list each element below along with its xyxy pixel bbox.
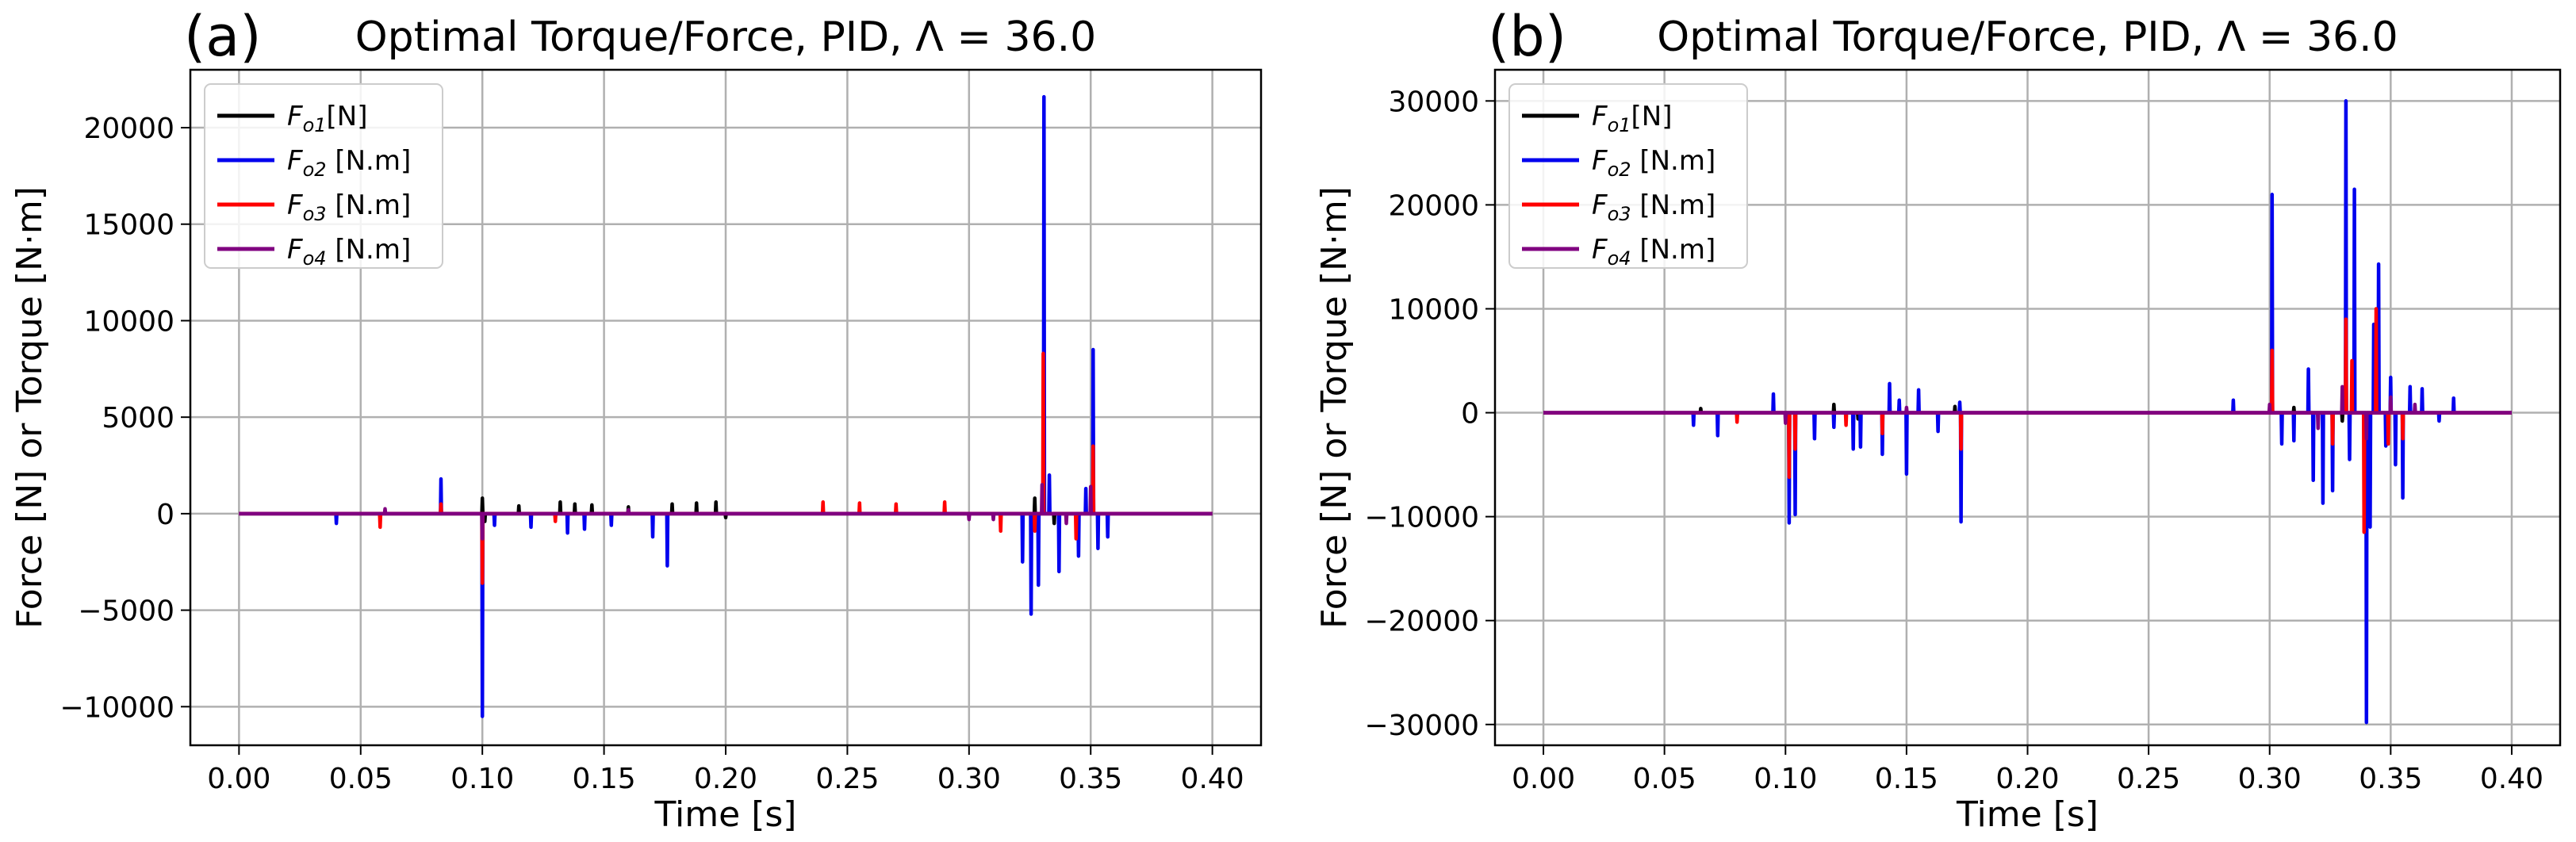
x-tick-label: 0.20: [694, 763, 757, 795]
x-tick-label: 0.30: [937, 763, 1001, 795]
panel-b: 0.00 0.05 0.10 0.15 0.20 0.25 0.30 0.35 0.40 −300…: [1314, 4, 2562, 835]
x-tick-label: 0.05: [329, 763, 393, 795]
x-tick-label: 0.35: [1059, 763, 1122, 795]
x-tick-label: 0.25: [2117, 763, 2180, 795]
x-tick-label: 0.15: [1875, 763, 1938, 795]
y-tick-label: 20000: [83, 113, 174, 145]
y-tick-label: 20000: [1388, 189, 1479, 222]
series-line-o2: [239, 94, 1213, 718]
legend-label-o1: Fo1[N]: [287, 101, 367, 136]
x-tick-label: 0.40: [2480, 763, 2543, 795]
series-group: [1543, 99, 2512, 725]
x-tick-label: 0.10: [1754, 763, 1817, 795]
x-tick-label: 0.05: [1633, 763, 1696, 795]
y-axis-label: Force [N] or Torque [N·m]: [1314, 186, 1355, 629]
legend-label-o3: Fo3 [N.m]: [1592, 189, 1715, 225]
y-tick-label: −10000: [1364, 502, 1479, 534]
y-tick-label: 5000: [102, 402, 174, 434]
panel-a: 0.00 0.05 0.10 0.15 0.20 0.25 0.30 0.35 0.40 −100…: [10, 4, 1263, 835]
axes-frame: [1493, 68, 2562, 747]
y-tick-label: −10000: [59, 691, 174, 724]
x-axis-label: Time [s]: [654, 794, 797, 835]
x-tick-label: 0.00: [1512, 763, 1575, 795]
y-tick-label: −5000: [78, 595, 174, 628]
panel-tag: (a): [184, 4, 262, 69]
y-tick-label: 10000: [1388, 293, 1479, 326]
y-tick-label: 15000: [83, 209, 174, 242]
legend-label-o3: Fo3 [N.m]: [287, 189, 411, 225]
x-tick-label: 0.25: [815, 763, 879, 795]
legend-box: [1508, 83, 1748, 269]
legend-label-o2: Fo2 [N.m]: [287, 145, 411, 181]
x-tick-label: 0.35: [2359, 763, 2422, 795]
panel-tag: (b): [1488, 4, 1566, 69]
x-tick-label: 0.10: [450, 763, 514, 795]
y-tick-label: 30000: [1388, 86, 1479, 118]
x-tick-label: 0.30: [2238, 763, 2302, 795]
y-tick-label: −20000: [1364, 606, 1479, 638]
y-tick-label: 0: [156, 499, 174, 531]
chart-title: Optimal Torque/Force, PID, Λ = 36.0: [1657, 13, 2398, 61]
legend-label-o4: Fo4 [N.m]: [1592, 234, 1715, 270]
y-tick-label: −30000: [1364, 710, 1479, 742]
y-tick-label: 0: [1461, 398, 1479, 431]
series-group: [239, 94, 1213, 718]
x-tick-label: 0.40: [1181, 763, 1244, 795]
x-axis-label: Time [s]: [1956, 794, 2099, 835]
series-line-o4: [239, 483, 1213, 541]
y-axis-label: Force [N] or Torque [N·m]: [10, 186, 50, 629]
axes-frame: [189, 68, 1263, 747]
chart-title: Optimal Torque/Force, PID, Λ = 36.0: [355, 13, 1096, 61]
x-tick-label: 0.00: [207, 763, 270, 795]
legend-label-o2: Fo2 [N.m]: [1592, 145, 1715, 181]
legend-box: [204, 83, 443, 269]
y-tick-label: 10000: [83, 305, 174, 338]
legend-label-o1: Fo1[N]: [1592, 101, 1672, 136]
x-tick-label: 0.20: [1995, 763, 2059, 795]
legend-label-o4: Fo4 [N.m]: [287, 234, 411, 270]
x-tick-label: 0.15: [573, 763, 636, 795]
series-line-o4: [1543, 385, 2512, 441]
